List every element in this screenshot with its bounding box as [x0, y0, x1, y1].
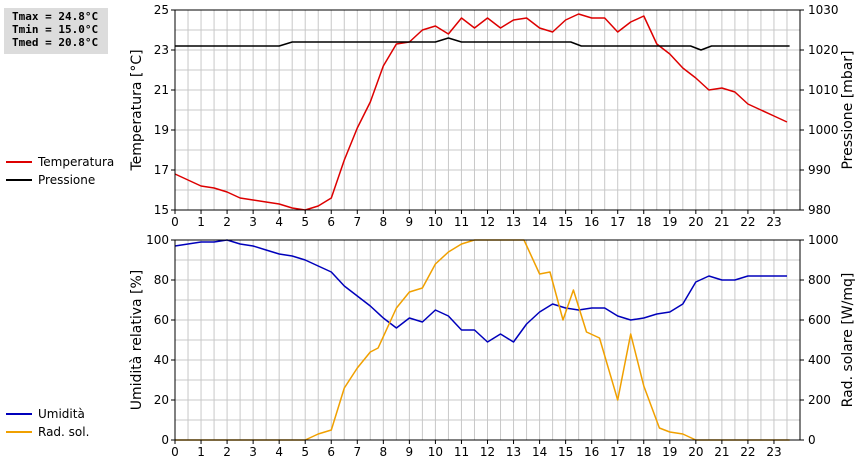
y2-tick-label: 1010 [808, 83, 839, 97]
x-tick-label: 8 [380, 445, 388, 459]
stats-tmin: Tmin = 15.0°C [12, 23, 99, 36]
y-tick-label: 80 [154, 273, 169, 287]
stats-box: Tmax = 24.8°C Tmin = 15.0°C Tmed = 20.8°… [4, 8, 108, 54]
x-tick-label: 5 [301, 445, 309, 459]
x-tick-label: 0 [171, 215, 179, 229]
x-tick-label: 22 [740, 445, 755, 459]
x-tick-label: 0 [171, 445, 179, 459]
legend-label: Pressione [38, 173, 95, 187]
x-tick-label: 5 [301, 215, 309, 229]
x-tick-label: 4 [275, 445, 283, 459]
x-tick-label: 7 [353, 215, 361, 229]
y2-axis-label: Pressione [mbar] [840, 50, 856, 169]
y-tick-label: 0 [161, 433, 169, 447]
series-line-temperatura [174, 13, 788, 211]
x-tick-label: 3 [249, 445, 257, 459]
x-tick-label: 9 [406, 215, 414, 229]
y-tick-label: 21 [154, 83, 169, 97]
y-tick-label: 19 [154, 123, 169, 137]
y-tick-label: 17 [154, 163, 169, 177]
x-tick-label: 3 [249, 215, 257, 229]
legend-label: Temperatura [37, 155, 114, 169]
y2-tick-label: 800 [808, 273, 831, 287]
y-tick-label: 23 [154, 43, 169, 57]
x-tick-label: 4 [275, 215, 283, 229]
x-tick-label: 23 [766, 445, 781, 459]
y-tick-label: 60 [154, 313, 169, 327]
x-tick-label: 12 [480, 445, 495, 459]
series-line-umidit [174, 239, 787, 343]
x-tick-label: 19 [662, 445, 677, 459]
x-tick-label: 9 [406, 445, 414, 459]
x-tick-label: 17 [610, 215, 625, 229]
x-tick-label: 11 [454, 215, 469, 229]
x-tick-label: 16 [584, 445, 599, 459]
x-tick-label: 14 [532, 215, 547, 229]
x-tick-label: 11 [454, 445, 469, 459]
x-tick-label: 10 [428, 445, 443, 459]
x-tick-label: 19 [662, 215, 677, 229]
x-tick-label: 15 [558, 445, 573, 459]
series-line-pressione [175, 37, 790, 51]
x-tick-label: 13 [506, 445, 521, 459]
y2-tick-label: 0 [808, 433, 816, 447]
legend-label: Umidità [38, 407, 85, 421]
y2-tick-label: 400 [808, 353, 831, 367]
x-tick-label: 18 [636, 445, 651, 459]
y2-tick-label: 1030 [808, 3, 839, 17]
x-tick-label: 16 [584, 215, 599, 229]
legend-label: Rad. sol. [38, 425, 89, 439]
y-axis-label: Umidità relativa [%] [129, 270, 145, 411]
y-tick-label: 15 [154, 203, 169, 217]
x-tick-label: 12 [480, 215, 495, 229]
x-tick-label: 13 [506, 215, 521, 229]
y2-tick-label: 1000 [808, 233, 839, 247]
x-tick-label: 10 [428, 215, 443, 229]
x-tick-label: 15 [558, 215, 573, 229]
y2-axis-label: Rad. solare [W/mq] [840, 273, 856, 408]
y-tick-label: 100 [146, 233, 169, 247]
x-tick-label: 2 [223, 215, 231, 229]
x-tick-label: 1 [197, 445, 205, 459]
chart-panel-2: 0 1 2 3 4 5 6 7 8 9 10 11 12 13 14 15 16 17 18 19 20 21 22 2302… [6, 233, 856, 459]
x-tick-label: 2 [223, 445, 231, 459]
x-tick-label: 21 [714, 445, 729, 459]
x-tick-label: 22 [740, 215, 755, 229]
x-tick-label: 21 [714, 215, 729, 229]
x-tick-label: 1 [197, 215, 205, 229]
x-tick-label: 14 [532, 445, 547, 459]
x-tick-label: 7 [353, 445, 361, 459]
y-tick-label: 20 [154, 393, 169, 407]
y-tick-label: 25 [154, 3, 169, 17]
y2-tick-label: 990 [808, 163, 831, 177]
x-tick-label: 8 [380, 215, 388, 229]
y-axis-label: Temperatura [°C] [129, 49, 145, 171]
x-tick-label: 20 [688, 445, 703, 459]
x-tick-label: 18 [636, 215, 651, 229]
x-tick-label: 23 [766, 215, 781, 229]
x-tick-label: 17 [610, 445, 625, 459]
stats-tmax: Tmax = 24.8°C [12, 10, 99, 23]
y2-tick-label: 1020 [808, 43, 839, 57]
x-tick-label: 6 [327, 445, 335, 459]
y2-tick-label: 600 [808, 313, 831, 327]
y2-tick-label: 200 [808, 393, 831, 407]
y2-tick-label: 980 [808, 203, 831, 217]
x-tick-label: 6 [327, 215, 335, 229]
stats-tmed: Tmed = 20.8°C [12, 36, 99, 49]
x-tick-label: 20 [688, 215, 703, 229]
y-tick-label: 40 [154, 353, 169, 367]
chart-panel-1: 0 1 2 3 4 5 6 7 8 9 10 11 12 13 14 15 16 17 18 19 20 21 22 2315… [6, 3, 856, 229]
y2-tick-label: 1000 [808, 123, 839, 137]
